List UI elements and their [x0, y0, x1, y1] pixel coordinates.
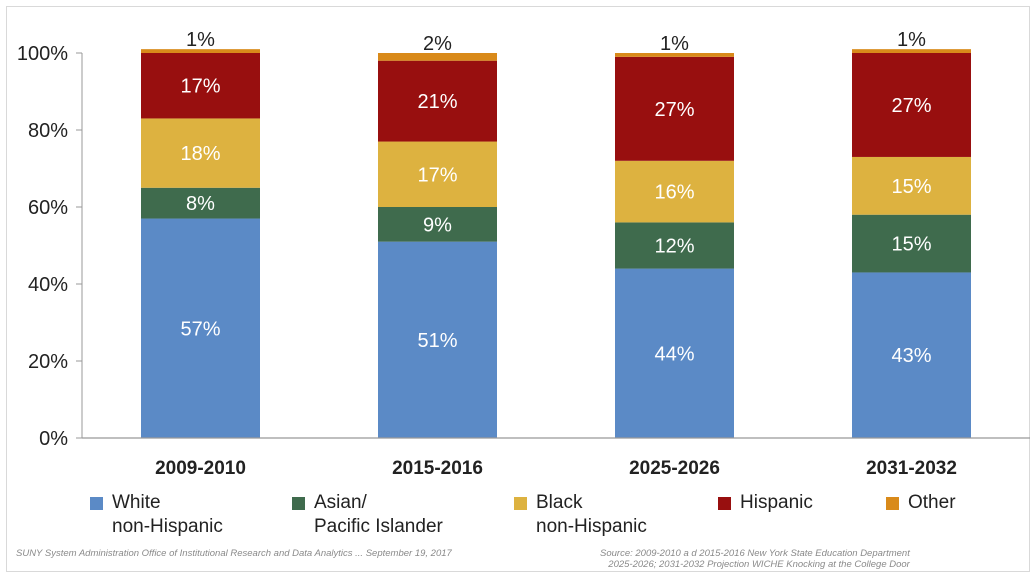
legend-swatch [886, 497, 899, 510]
x-tick-label: 2031-2032 [866, 458, 957, 479]
bar-segment [378, 241, 497, 438]
data-label: 27% [654, 99, 694, 121]
y-tick-label: 40% [28, 274, 68, 296]
footer-source: Source: 2009-2010 a d 2015-2016 New York… [600, 548, 910, 570]
stacked-bar-chart: 0% 20% 40% 60% 80% 100% 57% 8% 18% 17% 1% 2009-2010… [17, 29, 1030, 479]
data-label: 1% [897, 29, 926, 51]
x-tick-label: 2025-2026 [629, 458, 720, 479]
data-label: 44% [654, 343, 694, 365]
y-tick-label: 80% [28, 120, 68, 142]
legend-label: Other [908, 492, 956, 513]
data-label: 1% [186, 29, 215, 51]
chart-frame [6, 6, 1030, 572]
bar-segment [141, 53, 260, 119]
legend-swatch [292, 497, 305, 510]
data-label: 15% [891, 234, 931, 256]
legend-swatch [718, 497, 731, 510]
data-label: 21% [417, 91, 457, 113]
y-tick-label: 60% [28, 197, 68, 219]
x-tick-label: 2015-2016 [392, 458, 483, 479]
legend-swatch [90, 497, 103, 510]
data-label: 17% [180, 76, 220, 98]
bar-segment [141, 49, 260, 53]
bar-segment [615, 160, 734, 223]
data-label: 16% [654, 182, 694, 204]
data-label: 2% [423, 33, 452, 55]
legend-swatch [514, 497, 527, 510]
data-label: 51% [417, 330, 457, 352]
data-label: 43% [891, 345, 931, 367]
footer-credit: SUNY System Administration Office of Ins… [16, 548, 452, 559]
bar-segment [378, 141, 497, 207]
data-label: 1% [660, 33, 689, 55]
legend-item: White non-Hispanic [90, 491, 223, 539]
bar-segment [615, 268, 734, 438]
bar-segment [852, 272, 971, 438]
bar-segment [378, 207, 497, 242]
legend-label: White non-Hispanic [112, 492, 223, 537]
data-label: 17% [417, 164, 457, 186]
bar-segment [378, 53, 497, 61]
legend-item: Black non-Hispanic [514, 491, 647, 539]
legend-item: Hispanic [718, 491, 813, 515]
bar-segment [852, 214, 971, 273]
bar-segment [141, 118, 260, 188]
x-tick-label: 2009-2010 [155, 458, 246, 479]
data-label: 12% [654, 236, 694, 258]
data-label: 8% [186, 193, 215, 215]
y-tick-label: 0% [39, 428, 68, 450]
y-tick-label: 20% [28, 351, 68, 373]
bar-segment [141, 218, 260, 438]
legend-label: Asian/ Pacific Islander [314, 492, 443, 537]
legend-label: Hispanic [740, 492, 813, 513]
data-label: 18% [180, 143, 220, 165]
legend-label: Black non-Hispanic [536, 492, 647, 537]
data-label: 57% [180, 318, 220, 340]
y-tick-label: 100% [17, 43, 68, 65]
bar-segment [852, 156, 971, 215]
data-label: 15% [891, 176, 931, 198]
bar-segment [378, 60, 497, 142]
bar-segment [141, 187, 260, 219]
legend-item: Asian/ Pacific Islander [292, 491, 443, 539]
bar-segment [852, 53, 971, 157]
bar-segment [615, 53, 734, 57]
bar-segment [615, 222, 734, 269]
legend-item: Other [886, 491, 956, 515]
data-label: 27% [891, 95, 931, 117]
bar-segment [615, 56, 734, 161]
bar-segment [852, 49, 971, 53]
data-label: 9% [423, 214, 452, 236]
